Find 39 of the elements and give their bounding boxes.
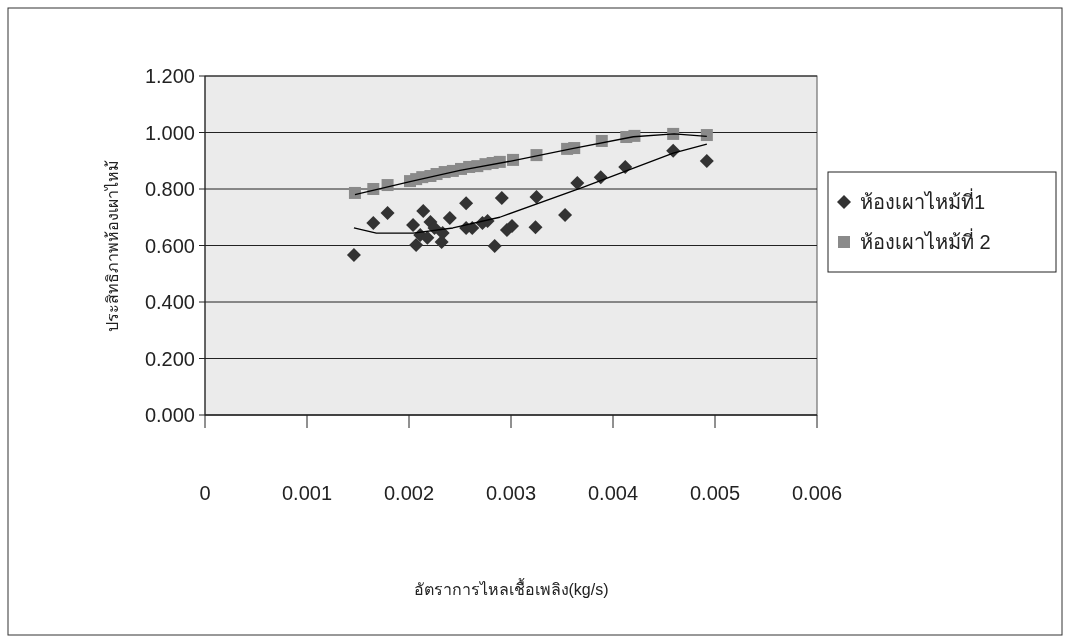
x-tick-label: 0.002 (383, 482, 435, 504)
point (459, 196, 474, 211)
point (494, 191, 509, 206)
x-tick-label: 0.003 (485, 482, 537, 504)
y-tick-label: 1.200 (144, 65, 195, 87)
x-tick-label: 0 (199, 482, 211, 504)
y-tick-label: 0.600 (144, 234, 195, 257)
y-tick-label: 0.000 (144, 404, 195, 426)
point (409, 237, 424, 252)
y-tick-label: 0.200 (144, 347, 195, 370)
point (628, 129, 641, 142)
point (406, 217, 421, 232)
legend-label: ห้องเผาไหม้ที่ 2 (860, 228, 991, 253)
point (420, 230, 435, 245)
y-axis-title: ประสิทธิภาพห้องเผาไหม้ (103, 159, 121, 332)
point (570, 176, 585, 191)
y-tick-label: 0.800 (144, 178, 195, 200)
y-tick-label: 0.400 (144, 291, 195, 313)
point (505, 219, 520, 234)
x-axis-title: อัตราการไหลเชื้อเพลิง(kg/s) (413, 578, 609, 598)
point (380, 206, 395, 221)
y-tick-label: 1.000 (144, 121, 195, 144)
point (366, 215, 381, 230)
point (442, 211, 457, 226)
point (699, 154, 714, 169)
point (346, 248, 361, 263)
x-tick-label: 0.005 (689, 482, 741, 504)
point (529, 189, 544, 204)
point (558, 207, 573, 222)
point (528, 220, 543, 235)
x-tick-label: 0.001 (281, 482, 333, 504)
x-tick-label: 0.006 (791, 482, 843, 504)
point (487, 239, 502, 254)
point (700, 129, 713, 142)
point (348, 186, 361, 199)
x-tick-label: 0.004 (587, 482, 639, 504)
point (618, 159, 633, 174)
legend-label: ห้องเผาไหม้ที่1 (860, 188, 986, 213)
point (416, 204, 431, 219)
